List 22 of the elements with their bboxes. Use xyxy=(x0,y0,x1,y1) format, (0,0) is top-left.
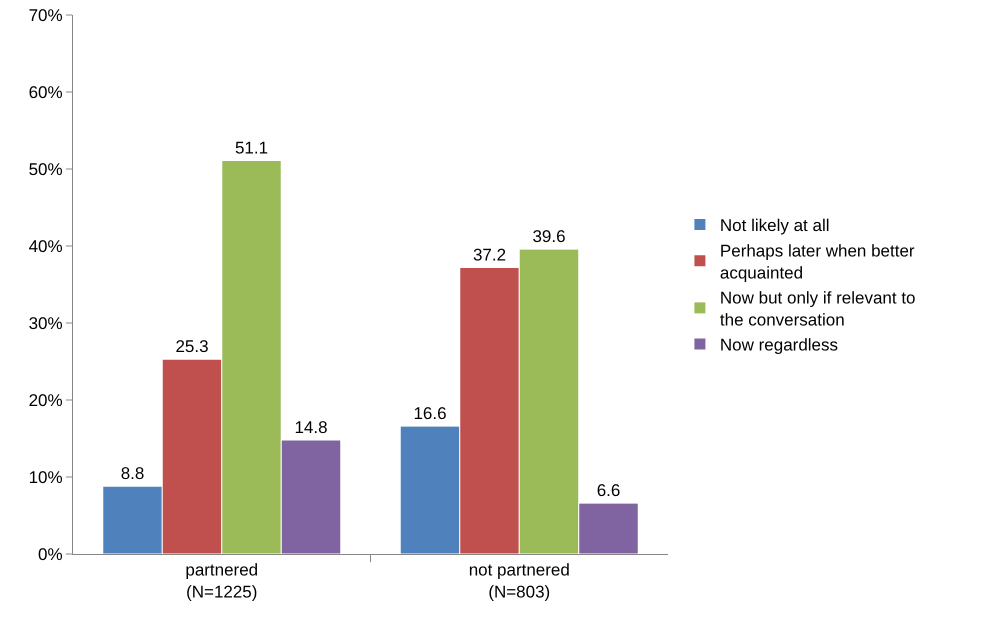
y-tick-label: 20% xyxy=(28,390,63,410)
y-tick-label: 50% xyxy=(28,160,63,179)
data-label: 14.8 xyxy=(294,418,328,438)
data-label: 25.3 xyxy=(175,337,209,356)
y-tick-label: 70% xyxy=(28,6,63,25)
legend-label: Now regardless xyxy=(720,336,838,355)
y-tick-label: 40% xyxy=(28,236,63,256)
data-label: 16.6 xyxy=(413,404,447,424)
y-tick-label: 0% xyxy=(38,544,63,564)
data-label: 37.2 xyxy=(472,246,506,265)
y-tick-label: 10% xyxy=(28,468,63,487)
data-label: 8.8 xyxy=(120,464,144,484)
legend-label: Perhaps later when better acquainted xyxy=(720,241,915,282)
legend-label: Now but only if relevant to the conversation xyxy=(720,288,916,330)
legend-label: Not likely at all xyxy=(720,216,830,236)
data-label: 6.6 xyxy=(596,481,620,500)
data-label: 51.1 xyxy=(234,138,268,158)
x-tick-label: partnered (N=1225) xyxy=(185,560,258,602)
data-label: 39.6 xyxy=(532,227,566,246)
y-tick-label: 60% xyxy=(28,82,63,102)
y-tick-label: 30% xyxy=(28,314,63,333)
x-tick-label: not partnered (N=803) xyxy=(468,560,570,602)
